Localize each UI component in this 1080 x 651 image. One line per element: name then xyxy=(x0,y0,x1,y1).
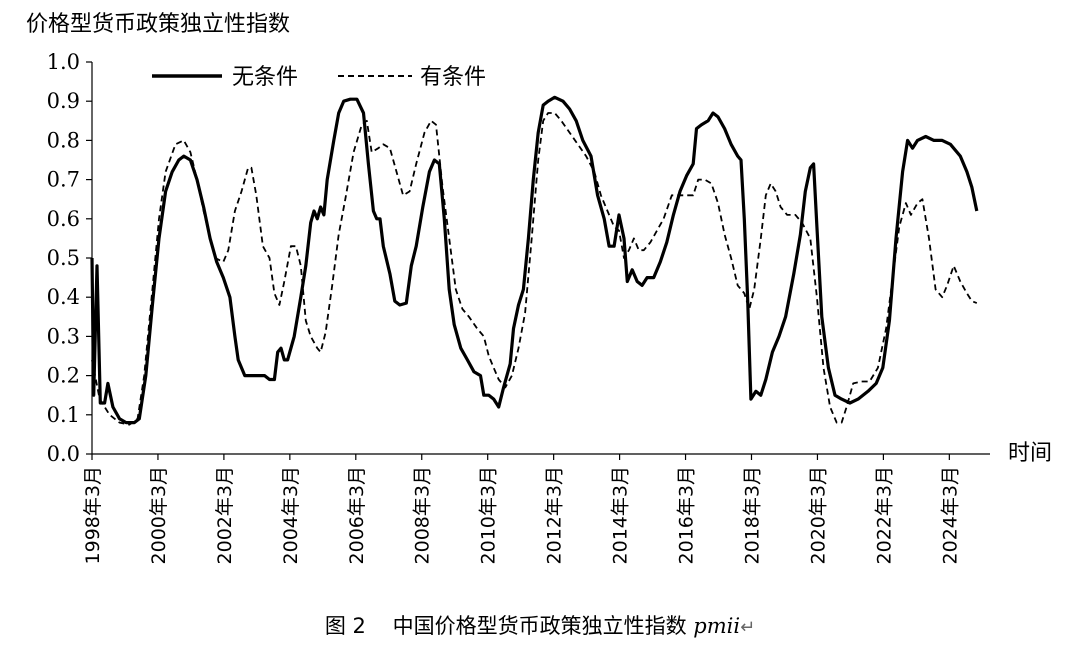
x-tick-label: 2020年3月 xyxy=(807,466,829,564)
chart-title: 价格型货币政策独立性指数 xyxy=(26,12,290,37)
x-axis-label: 时间 xyxy=(1008,441,1052,466)
legend-label-dashed: 有条件 xyxy=(420,65,486,90)
series-line-unconditional xyxy=(90,95,979,425)
x-tick-label: 2022年3月 xyxy=(873,466,895,564)
figure-caption: 图 2 中国价格型货币政策独立性指数 pmii↵ xyxy=(0,610,1080,640)
x-tick-label: 2004年3月 xyxy=(280,466,302,564)
return-mark-icon: ↵ xyxy=(740,617,756,638)
y-tick-label: 0.1 xyxy=(47,403,80,427)
y-tick-label: 0.2 xyxy=(47,364,80,388)
y-tick-label: 0.5 xyxy=(47,246,80,270)
y-tick-label: 0.8 xyxy=(47,128,80,152)
caption-symbol: pmii xyxy=(693,614,741,638)
x-tick-label: 2016年3月 xyxy=(676,466,698,564)
caption-text: 中国价格型货币政策独立性指数 xyxy=(392,614,687,638)
x-tick-label: 2012年3月 xyxy=(544,466,566,564)
series-line-conditional xyxy=(91,112,978,426)
x-tick-labels: 1998年3月 2000年3月 2002年3月 2004年3月 2006年3月 2008年… xyxy=(82,466,961,564)
y-tick-labels: 0.0 0.1 0.2 0.3 0.4 0.5 0.6 0.7 0.8 0.9 1.0 xyxy=(47,50,80,466)
x-tick-label: 1998年3月 xyxy=(82,466,104,564)
x-tick-label: 2006年3月 xyxy=(346,466,368,564)
y-tick-label: 0.3 xyxy=(47,324,80,348)
chart-svg: 价格型货币政策独立性指数 0.0 0.1 0.2 0.3 0.4 0.5 0.6 0.7 0.8… xyxy=(26,12,1052,564)
y-tick-label: 0.6 xyxy=(47,207,80,231)
legend-label-solid: 无条件 xyxy=(232,65,298,90)
x-tick-label: 2010年3月 xyxy=(478,466,500,564)
y-tick-label: 0.0 xyxy=(47,442,80,466)
x-tick-label: 2008年3月 xyxy=(412,466,434,564)
x-tick-label: 2018年3月 xyxy=(741,466,763,564)
y-tick-label: 1.0 xyxy=(47,50,80,74)
y-tick-label: 0.9 xyxy=(47,89,80,113)
x-tick-label: 2002年3月 xyxy=(214,466,236,564)
x-tick-label: 2024年3月 xyxy=(939,466,961,564)
x-tick-label: 2000年3月 xyxy=(148,466,170,564)
y-tick-label: 0.4 xyxy=(47,285,80,309)
y-tick-label: 0.7 xyxy=(47,168,80,192)
figure-label: 图 2 xyxy=(324,614,366,638)
legend: 无条件 有条件 xyxy=(152,65,486,90)
x-tick-label: 2014年3月 xyxy=(610,466,632,564)
series-lines xyxy=(90,95,979,426)
